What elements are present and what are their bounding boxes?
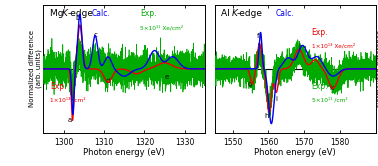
Text: g: g <box>248 81 252 87</box>
Text: 1×10¹³ /cm²: 1×10¹³ /cm² <box>50 97 85 103</box>
Text: Mg: Mg <box>50 9 66 18</box>
Text: Calc.: Calc. <box>276 9 295 18</box>
Text: -edge: -edge <box>67 9 93 18</box>
Text: K: K <box>62 9 68 18</box>
Text: i: i <box>275 96 277 102</box>
Text: Al: Al <box>221 9 233 18</box>
Text: k: k <box>329 85 333 91</box>
X-axis label: Photon energy (eV): Photon energy (eV) <box>83 148 165 157</box>
Text: d: d <box>106 79 110 84</box>
Text: K: K <box>232 9 237 18</box>
Text: f: f <box>257 34 260 40</box>
Text: j: j <box>298 43 300 49</box>
Text: h: h <box>265 113 269 119</box>
Text: c: c <box>94 32 98 38</box>
Text: Calc.: Calc. <box>92 9 111 18</box>
Text: Exp.: Exp. <box>50 82 67 91</box>
Text: 1×10¹³ Xe/cm²: 1×10¹³ Xe/cm² <box>311 43 355 49</box>
Text: e: e <box>164 74 169 80</box>
X-axis label: Photon energy (eV): Photon energy (eV) <box>254 148 336 157</box>
Text: Exp.: Exp. <box>140 9 157 18</box>
Text: -edge: -edge <box>237 9 263 18</box>
Text: Exp.: Exp. <box>311 28 328 37</box>
Text: Exp.: Exp. <box>311 82 328 91</box>
Text: a: a <box>68 118 72 124</box>
Text: 5×10¹¹ Xe/cm²: 5×10¹¹ Xe/cm² <box>140 25 183 31</box>
Y-axis label: Normalized difference
(arb. units): Normalized difference (arb. units) <box>29 30 42 107</box>
Text: b: b <box>76 15 80 21</box>
Text: 5×10¹¹ /cm²: 5×10¹¹ /cm² <box>311 97 347 103</box>
